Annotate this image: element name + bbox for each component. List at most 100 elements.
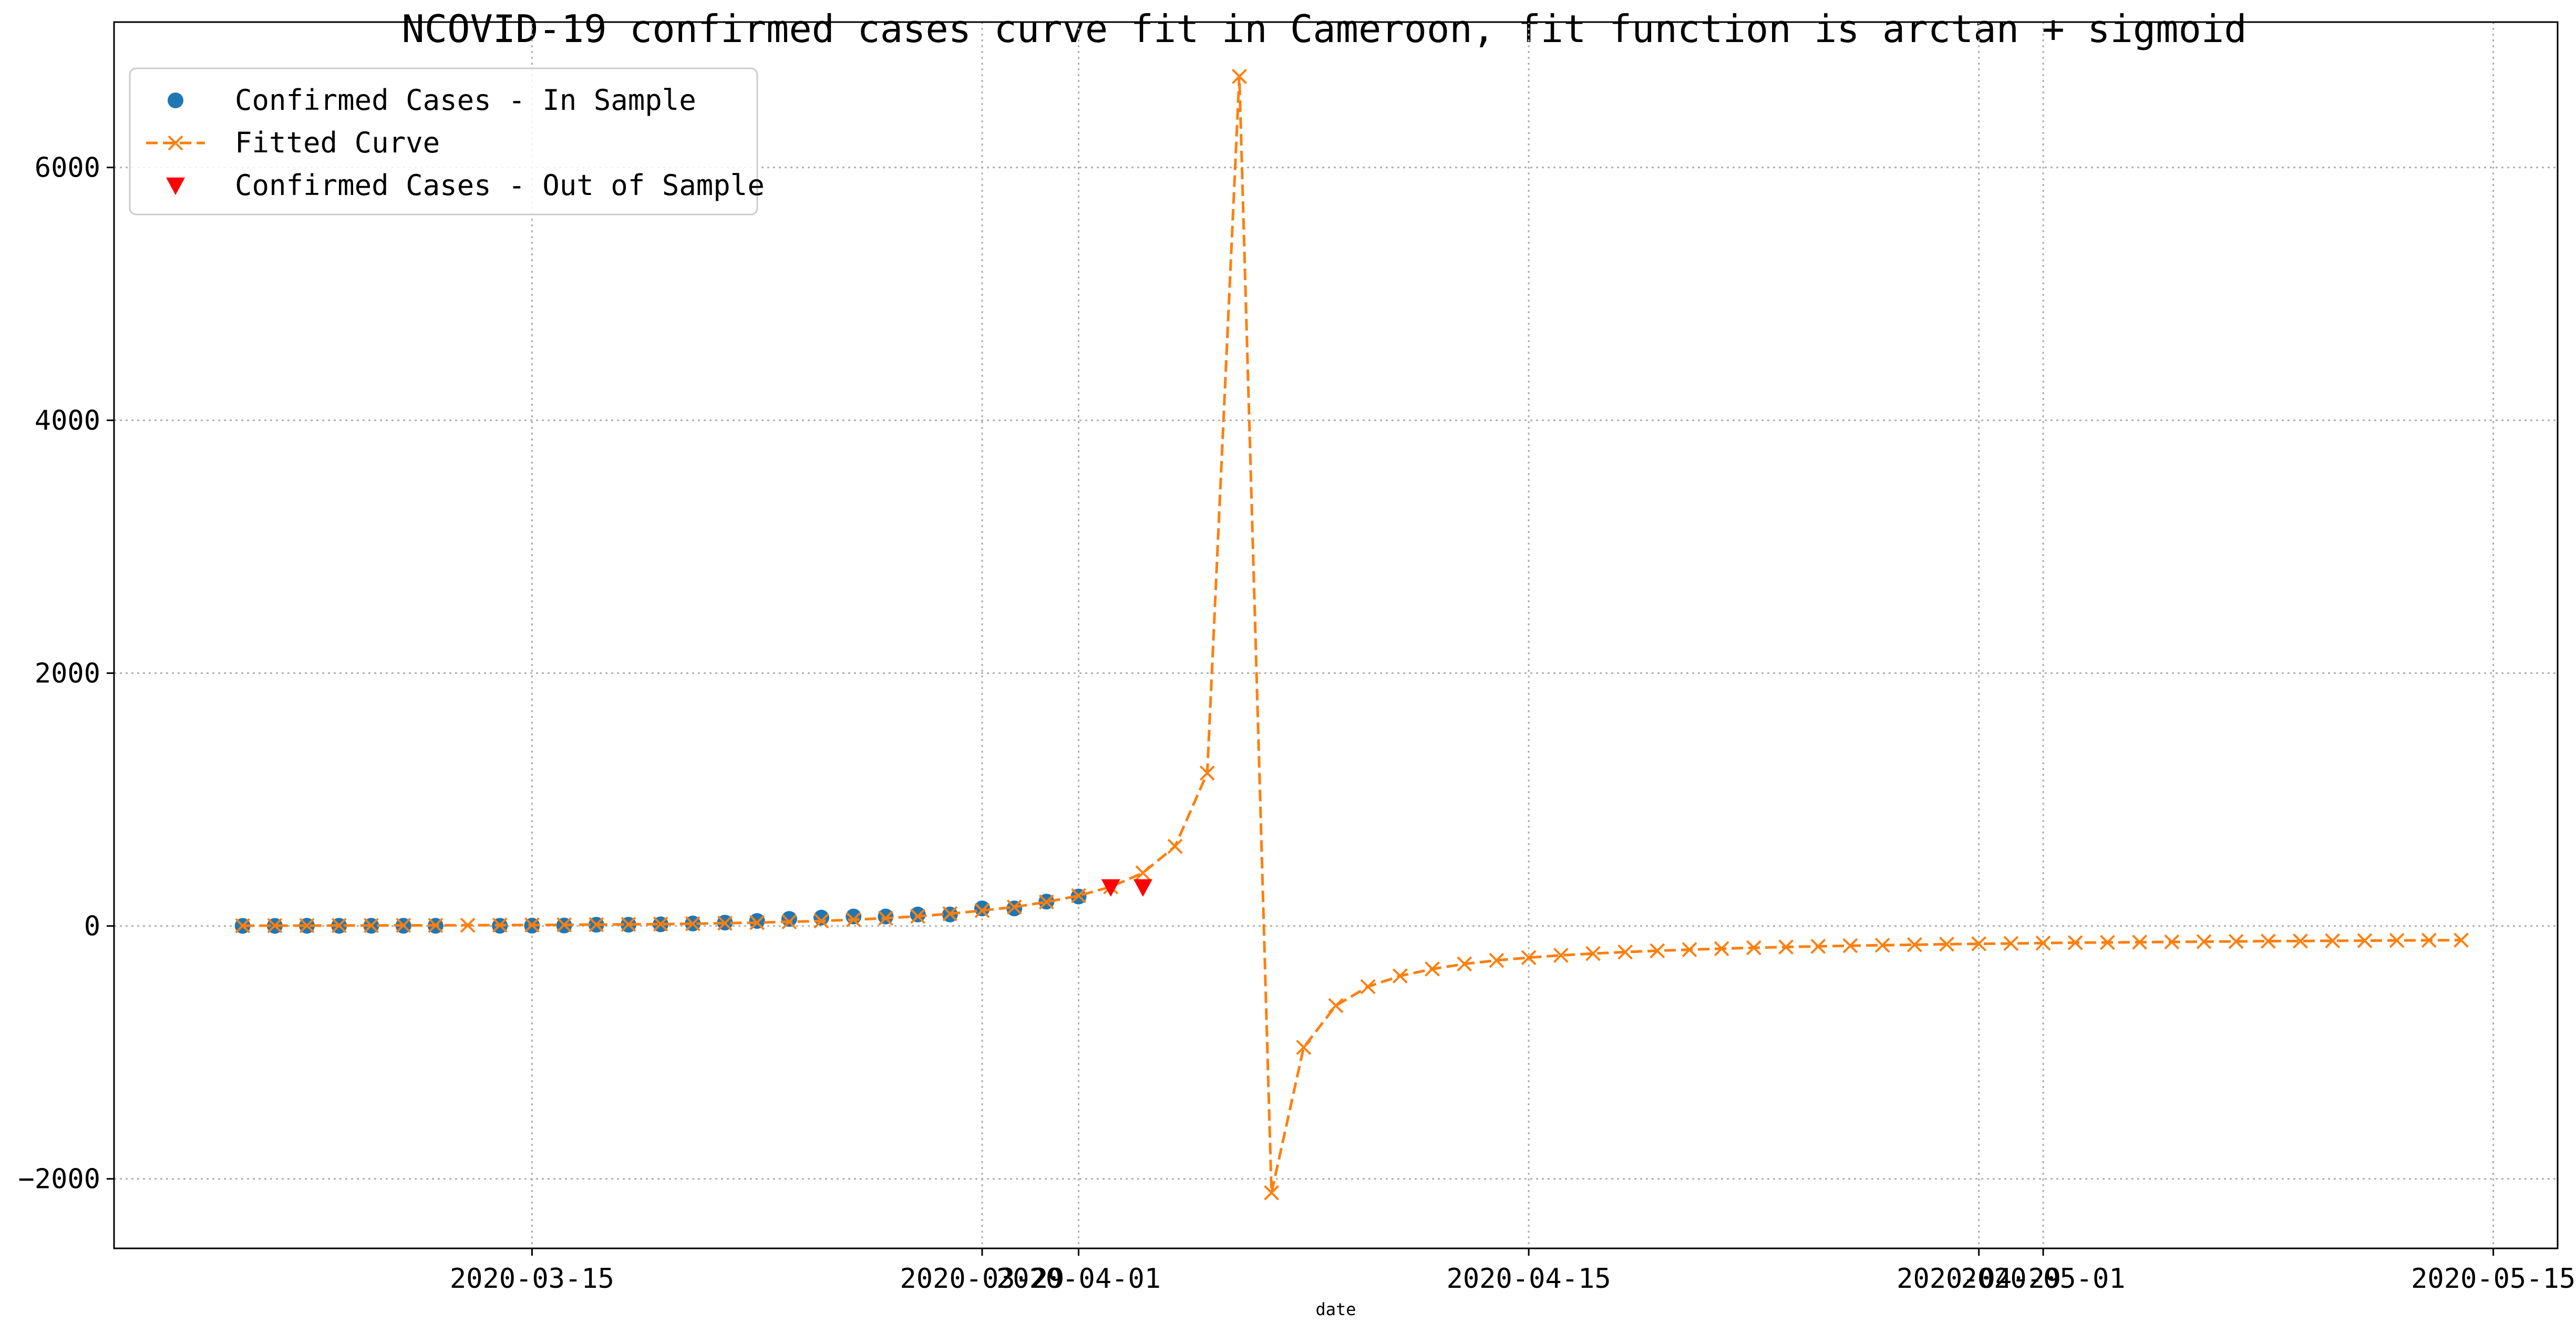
x-marker-stroke <box>331 918 347 934</box>
fitted-curve-marker <box>396 918 411 933</box>
x-marker-stroke <box>2325 933 2341 949</box>
in-sample-point <box>846 908 862 925</box>
x-marker-stroke <box>2357 933 2373 948</box>
fitted-curve-marker <box>813 913 829 929</box>
x-marker-stroke <box>878 910 893 926</box>
fitted-curve-marker <box>685 916 700 931</box>
fitted-curve-marker <box>364 918 379 934</box>
fitted-curve-marker <box>1167 838 1183 854</box>
x-marker-stroke <box>1874 937 1890 953</box>
fitted-curve-marker <box>2228 934 2244 949</box>
fitted-curve-marker <box>1328 998 1344 1013</box>
x-marker-stroke <box>2228 934 2244 949</box>
legend-label: Fitted Curve <box>235 126 440 159</box>
x-marker-stroke <box>1778 939 1794 955</box>
series-layer <box>234 69 2469 1201</box>
x-marker-stroke <box>1360 979 1376 994</box>
fitted-curve-marker <box>2067 935 2083 950</box>
series-out-of-sample <box>1101 879 1152 897</box>
x-marker-stroke <box>364 918 379 934</box>
x-marker-stroke <box>1617 944 1633 960</box>
legend-box <box>129 67 758 216</box>
x-marker-stroke <box>1167 838 1183 854</box>
legend-marker-x <box>168 135 183 151</box>
legend-label: Confirmed Cases - Out of Sample <box>235 169 765 202</box>
x-marker-stroke <box>846 912 861 928</box>
fitted-curve-marker <box>2100 935 2115 950</box>
x-marker-stroke <box>1842 938 1858 953</box>
x-marker-stroke <box>1939 936 1954 952</box>
fitted-curve-marker <box>1553 948 1569 963</box>
x-marker-stroke <box>460 917 476 933</box>
fitted-curve-marker <box>2132 935 2148 950</box>
fitted-curve-line <box>242 76 2461 1193</box>
x-marker-stroke <box>1264 1185 1280 1201</box>
fitted-curve-marker <box>1907 937 1922 952</box>
x-marker-stroke <box>1907 937 1922 952</box>
x-marker-stroke <box>1392 968 1408 984</box>
fitted-curve-marker <box>653 916 668 932</box>
y-tick-label: 2000 <box>35 658 100 690</box>
x-marker-stroke <box>1521 950 1537 966</box>
x-marker-stroke <box>1457 956 1472 972</box>
x-marker-stroke <box>1971 936 1987 952</box>
x-marker-stroke <box>1810 938 1826 954</box>
fitted-curve-marker <box>1006 899 1022 915</box>
fitted-curve-marker <box>2454 932 2469 948</box>
fitted-curve-marker <box>589 917 604 932</box>
legend-label: Confirmed Cases - In Sample <box>235 84 696 117</box>
x-marker-stroke <box>428 918 444 933</box>
fitted-curve-marker <box>910 908 926 924</box>
fitted-curve-marker <box>2357 933 2373 948</box>
fitted-curve-marker <box>2325 933 2341 949</box>
fitted-curve-marker <box>557 917 572 932</box>
y-tick-label: 4000 <box>35 405 100 437</box>
fitted-curve-marker <box>781 914 797 930</box>
fitted-curve-marker <box>2421 932 2437 948</box>
x-marker-stroke <box>1553 948 1569 963</box>
fitted-curve-marker <box>1425 961 1440 977</box>
legend-item: Confirmed Cases - In Sample <box>168 84 696 117</box>
x-marker-stroke <box>2454 932 2469 948</box>
legend-item: Fitted Curve <box>146 126 440 159</box>
fitted-curve-marker <box>1038 894 1054 910</box>
x-marker-stroke <box>1328 998 1344 1013</box>
x-marker-stroke <box>396 918 411 933</box>
x-marker-stroke <box>2293 933 2308 949</box>
fitted-curve-marker <box>1296 1040 1312 1055</box>
in-sample-point <box>749 913 765 929</box>
legend: Confirmed Cases - In Sample Fitted Curve C… <box>129 67 765 216</box>
fitted-curve-marker <box>2389 932 2405 948</box>
x-tick-label: 2020-04-29 <box>1897 1263 2061 1295</box>
x-marker-stroke <box>910 908 926 924</box>
x-marker-stroke <box>2132 935 2148 950</box>
y-tick-label: 6000 <box>35 152 100 184</box>
fitted-curve-marker <box>1071 888 1086 904</box>
fitted-curve-marker <box>749 915 765 930</box>
x-marker-stroke <box>1232 69 1247 84</box>
x-marker-stroke <box>2003 936 2019 951</box>
x-marker-stroke <box>1682 942 1697 958</box>
chart-title: NCOVID-19 confirmed cases curve fit in C… <box>401 7 2247 51</box>
x-marker-stroke <box>2196 934 2212 949</box>
x-marker-stroke <box>717 915 733 931</box>
x-marker-stroke <box>1714 941 1729 957</box>
x-marker-stroke <box>1296 1040 1312 1055</box>
fitted-curve-marker <box>267 918 283 934</box>
y-tick-label: 0 <box>84 911 100 942</box>
x-tick-label: 2020-05-15 <box>2411 1263 2575 1295</box>
x-marker-stroke <box>267 918 283 934</box>
fitted-curve-marker <box>621 917 636 932</box>
x-marker-stroke <box>621 917 636 932</box>
x-marker-stroke <box>557 917 572 932</box>
fitted-curve-marker <box>1457 956 1472 972</box>
x-marker-stroke <box>2389 932 2405 948</box>
fitted-curve-marker <box>299 918 315 934</box>
x-marker-stroke <box>781 914 797 930</box>
in-sample-point <box>910 906 926 922</box>
fitted-curve-marker <box>2196 934 2212 949</box>
x-marker-stroke <box>1038 894 1054 910</box>
fitted-curve-marker <box>1617 944 1633 960</box>
fitted-curve-marker <box>1489 952 1505 968</box>
